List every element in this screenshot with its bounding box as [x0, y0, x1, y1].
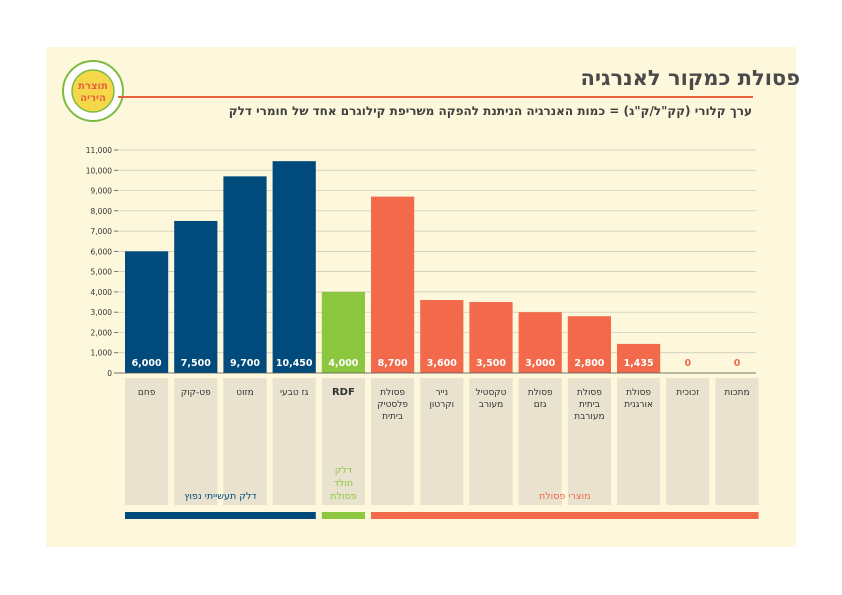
group-bar [371, 512, 759, 519]
bar [420, 300, 464, 373]
category-label: ביתית [579, 400, 600, 410]
group-label: דלק [335, 465, 352, 476]
logo-text-2: היריה [80, 93, 106, 104]
bar [125, 251, 169, 373]
value-label: 2,800 [574, 358, 604, 369]
y-tick-label: 8,000 [91, 207, 113, 216]
category-band [420, 378, 464, 505]
category-label: פסולת [528, 388, 553, 398]
category-label: פסולת [577, 388, 602, 398]
y-tick-label: 11,000 [86, 146, 112, 155]
y-tick-label: 9,000 [91, 187, 113, 196]
group-label: פסולת [330, 491, 356, 502]
value-label: 3,500 [476, 358, 506, 369]
category-label: טקסטיל [475, 388, 506, 398]
y-tick-label: 2,000 [91, 328, 113, 337]
category-label: גז טבעי [280, 388, 309, 398]
category-label: RDF [332, 387, 355, 398]
category-label: זכוכית [676, 388, 699, 398]
category-label: מזוט [236, 388, 254, 398]
category-label: פט-קוק [181, 388, 211, 398]
category-band [174, 378, 218, 505]
value-label: 8,700 [378, 358, 408, 369]
category-label: גזם [534, 400, 547, 410]
value-label: 6,000 [132, 358, 162, 369]
y-tick-label: 7,000 [91, 227, 113, 236]
y-tick-label: 3,000 [91, 308, 113, 317]
category-label: אורגנית [624, 400, 653, 410]
value-label: 10,450 [276, 358, 313, 369]
y-tick-label: 5,000 [91, 268, 113, 277]
value-label: 7,500 [181, 358, 211, 369]
bar [469, 302, 513, 373]
logo-text-1: תוצרת [78, 81, 108, 92]
group-bar [125, 512, 316, 519]
y-tick-label: 0 [107, 369, 112, 378]
category-band [666, 378, 710, 505]
value-label: 4,000 [328, 358, 358, 369]
category-label: וקרטון [429, 400, 454, 410]
category-label: נייר [435, 388, 448, 398]
y-tick-label: 4,000 [91, 288, 113, 297]
category-band [223, 378, 267, 505]
y-tick-label: 10,000 [86, 166, 112, 175]
group-bar [321, 512, 365, 519]
value-label: 1,435 [624, 358, 654, 369]
category-label: פחם [138, 388, 156, 398]
category-band [321, 378, 365, 505]
y-tick-label: 1,000 [91, 349, 113, 358]
bar [174, 220, 218, 373]
group-label: דלק תעשייתי נפוץ [184, 491, 256, 502]
value-label: 0 [734, 358, 741, 369]
value-label: 9,700 [230, 358, 260, 369]
category-label: פלסטיק [377, 400, 408, 410]
category-band [617, 378, 661, 505]
bar [518, 312, 562, 373]
bar [321, 291, 365, 373]
bar [272, 161, 316, 373]
category-band [518, 378, 562, 505]
group-label: תולד [334, 478, 353, 489]
category-label: מעורבת [574, 412, 604, 422]
value-label: 3,000 [525, 358, 555, 369]
bar [223, 176, 267, 373]
category-band [469, 378, 513, 505]
value-label: 0 [684, 358, 691, 369]
bar [567, 316, 611, 373]
category-label: פסולת [380, 388, 405, 398]
value-label: 3,600 [427, 358, 457, 369]
logo-badge: תוצרת היריה [62, 60, 124, 126]
bar [371, 196, 415, 373]
category-band [272, 378, 316, 505]
title-divider [118, 96, 753, 98]
category-label: פסולת [626, 388, 651, 398]
category-label: מתכות [724, 388, 749, 398]
chart-title: פסולת כמקור לאנרגיה [580, 66, 800, 90]
bar [617, 343, 661, 373]
category-band [715, 378, 759, 505]
group-label: מוצרי פסולת [539, 491, 591, 502]
category-band [371, 378, 415, 505]
category-band [567, 378, 611, 505]
category-label: מעורב [479, 400, 503, 410]
category-band [125, 378, 169, 505]
y-tick-label: 6,000 [91, 247, 113, 256]
chart-subtitle: ערך קלורי (קק"ל/ק"ג) = כמות האנרגיה הנית… [228, 104, 752, 118]
category-label: ביתית [382, 412, 403, 422]
